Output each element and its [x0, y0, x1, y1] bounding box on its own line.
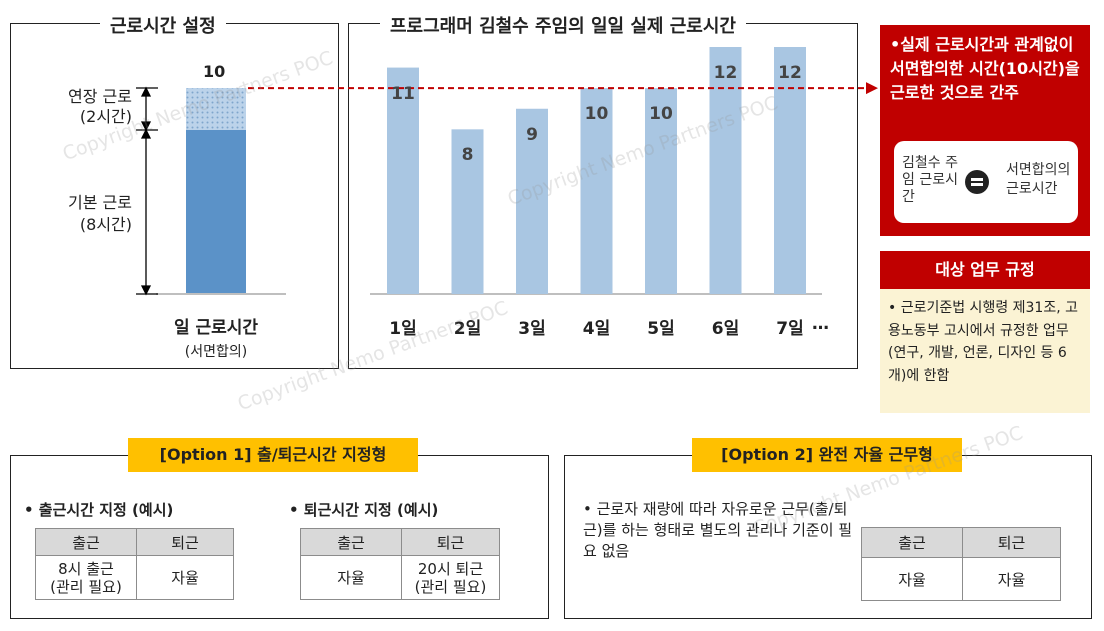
category-label: 5일	[647, 319, 675, 339]
table-header-row: 출근 퇴근	[35, 528, 234, 556]
equivalence-box: 김철수 주임 근로시간 서면합의의 근로시간	[894, 141, 1078, 223]
table-header: 퇴근	[401, 528, 500, 556]
deemed-hours-text: •실제 근로시간과 관계없이 서면합의한 시간(10시간)을 근로한 것으로 간…	[890, 35, 1080, 102]
base-hours-text: (8시간)	[79, 215, 132, 234]
option1-left-subtitle: • 출근시간 지정 (예시)	[24, 501, 174, 519]
base-bracket	[136, 128, 158, 296]
actual-hours-term: 김철수 주임 근로시간	[902, 155, 958, 205]
option2-text: • 근로자 재량에 따라 자유로운 근무(출/퇴근)를 하는 형태로 별도의 관…	[583, 500, 853, 560]
base-work-bar	[186, 130, 246, 294]
overtime-label: 연장 근로 (2시간)	[30, 87, 132, 127]
continuation-mark: …	[812, 314, 829, 334]
table-cell: 자율	[300, 555, 402, 600]
chart-bar	[645, 88, 677, 295]
bar-value-label: 10	[584, 104, 609, 125]
bar-value-label: 9	[526, 124, 538, 145]
overtime-bracket	[136, 86, 158, 132]
target-text: • 근로기준법 시행령 제31조, 고용노동부 고시에서 규정한 업무 (연구,…	[888, 300, 1079, 384]
work-hours-setting-panel	[10, 23, 339, 369]
left-panel-title: 근로시간 설정	[100, 12, 226, 38]
agreed-hours-term: 서면합의의 근로시간	[1006, 162, 1071, 197]
overtime-hours-text: (2시간)	[79, 107, 132, 126]
bar-value-label: 12	[713, 63, 738, 83]
table-row: 자율 자율	[861, 557, 1061, 601]
bar-value-label: 10	[649, 104, 673, 125]
category-label: 2일	[453, 319, 482, 339]
table-header: 출근	[861, 527, 963, 558]
category-label: 6일	[711, 319, 740, 339]
option2-title: [Option 2] 완전 자율 근무형	[692, 438, 962, 472]
base-label: 기본 근로 (8시간)	[30, 192, 132, 236]
chart-title: 프로그래머 김철수 주임의 일일 실제 근로시간	[380, 12, 746, 38]
table-header-row: 출근 퇴근	[861, 527, 1061, 558]
left-x-sublabel: (서면합의)	[184, 344, 248, 360]
total-value-label: 10	[203, 62, 226, 81]
base-label-text: 기본 근로	[68, 193, 132, 212]
chart-bar	[516, 108, 548, 294]
option2-table: 출근 퇴근 자율 자율	[861, 527, 1061, 601]
table-row: 자율 20시 퇴근 (관리 필요)	[300, 555, 500, 600]
table-cell: 자율	[136, 555, 234, 600]
bar-value-label: 12	[778, 63, 802, 83]
category-label: 1일	[389, 319, 417, 339]
equals-circle-icon	[965, 170, 989, 194]
table-header: 출근	[35, 528, 137, 556]
option1-right-table: 출근 퇴근 자율 20시 퇴근 (관리 필요)	[300, 528, 500, 600]
overtime-bar	[186, 88, 246, 130]
overtime-label-text: 연장 근로	[68, 87, 132, 106]
chart-bar	[451, 129, 484, 294]
deemed-hours-box: •실제 근로시간과 관계없이 서면합의한 시간(10시간)을 근로한 것으로 간…	[880, 25, 1090, 236]
bar-value-label: 11	[391, 83, 415, 104]
chart-bar	[774, 47, 806, 294]
table-header: 퇴근	[962, 527, 1061, 558]
table-header: 출근	[300, 528, 402, 556]
table-cell: 20시 퇴근 (관리 필요)	[401, 555, 500, 600]
option1-right-subtitle: • 퇴근시간 지정 (예시)	[289, 501, 439, 519]
table-header-row: 출근 퇴근	[300, 528, 500, 556]
left-x-label: 일 근로시간	[173, 318, 259, 338]
table-cell: 자율	[962, 557, 1061, 601]
category-label: 3일	[518, 319, 546, 339]
reference-arrow	[866, 82, 878, 95]
chart-bar	[709, 47, 742, 294]
table-cell: 8시 출근 (관리 필요)	[35, 555, 137, 600]
table-row: 8시 출근 (관리 필요) 자율	[35, 555, 234, 600]
bar-value-label: 8	[461, 145, 474, 166]
chart-bar	[387, 67, 419, 294]
table-cell: 자율	[861, 557, 963, 601]
target-body: • 근로기준법 시행령 제31조, 고용노동부 고시에서 규정한 업무 (연구,…	[880, 289, 1090, 413]
option1-left-table: 출근 퇴근 8시 출근 (관리 필요) 자율	[35, 528, 234, 600]
target-header: 대상 업무 규정	[880, 251, 1090, 289]
category-label: 4일	[582, 319, 611, 339]
chart-bars	[387, 47, 806, 295]
chart-bar	[580, 88, 613, 295]
option1-title: [Option 1] 출/퇴근시간 지정형	[128, 438, 418, 472]
table-header: 퇴근	[136, 528, 234, 556]
category-label: 7일	[776, 319, 804, 339]
